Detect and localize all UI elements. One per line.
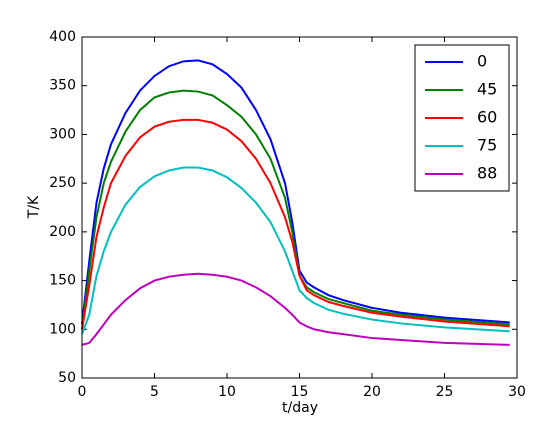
series-line [81, 59, 510, 325]
x-tick-label: 25 [436, 384, 454, 400]
series-line [81, 272, 510, 346]
x-tick-label: 0 [78, 384, 87, 400]
series-line [81, 166, 510, 335]
x-tick-label: 20 [363, 384, 381, 400]
series-line [81, 118, 510, 330]
y-tick-label: 200 [49, 224, 76, 240]
y-tick-label: 400 [49, 29, 76, 45]
y-tick-label: 350 [49, 78, 76, 94]
x-tick-label: 15 [291, 384, 309, 400]
x-axis-label: t/day [282, 400, 318, 416]
y-tick-label: 50 [58, 370, 76, 386]
legend-label: 0 [477, 52, 487, 71]
legend-label: 60 [477, 108, 497, 127]
y-tick-label: 250 [49, 175, 76, 191]
legend-label: 45 [477, 80, 497, 99]
x-tick-label: 5 [150, 384, 159, 400]
y-tick-label: 150 [49, 273, 76, 289]
legend-label: 88 [477, 164, 497, 183]
y-tick-label: 300 [49, 126, 76, 142]
y-tick-label: 100 [49, 321, 76, 337]
y-axis-label: T/K [26, 195, 42, 219]
series-line [81, 89, 510, 330]
legend-label: 75 [477, 136, 497, 155]
plot-frame [81, 36, 518, 379]
x-tick-label: 30 [508, 384, 526, 400]
x-tick-label: 10 [218, 384, 236, 400]
